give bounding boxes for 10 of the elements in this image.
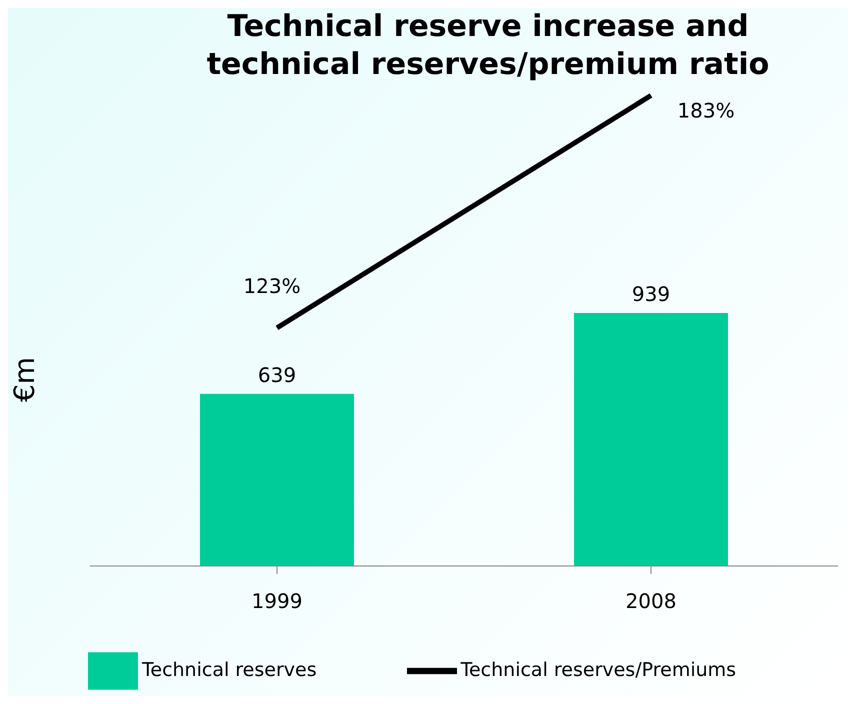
data-label: 183% bbox=[677, 98, 735, 122]
x-tick-label: 2008 bbox=[626, 589, 676, 614]
x-tick-label: 1999 bbox=[252, 589, 302, 614]
data-label: 123% bbox=[243, 274, 301, 298]
data-label: 939 bbox=[632, 282, 670, 306]
legend-label: Technical reserves bbox=[142, 659, 317, 682]
chart-title: Technical reserve increase and technical reserves/premium ratio bbox=[206, 8, 770, 84]
y-axis-title: €m bbox=[8, 356, 42, 402]
data-label: 639 bbox=[258, 362, 296, 387]
legend-label: Technical reserves/Premiums bbox=[460, 659, 736, 682]
